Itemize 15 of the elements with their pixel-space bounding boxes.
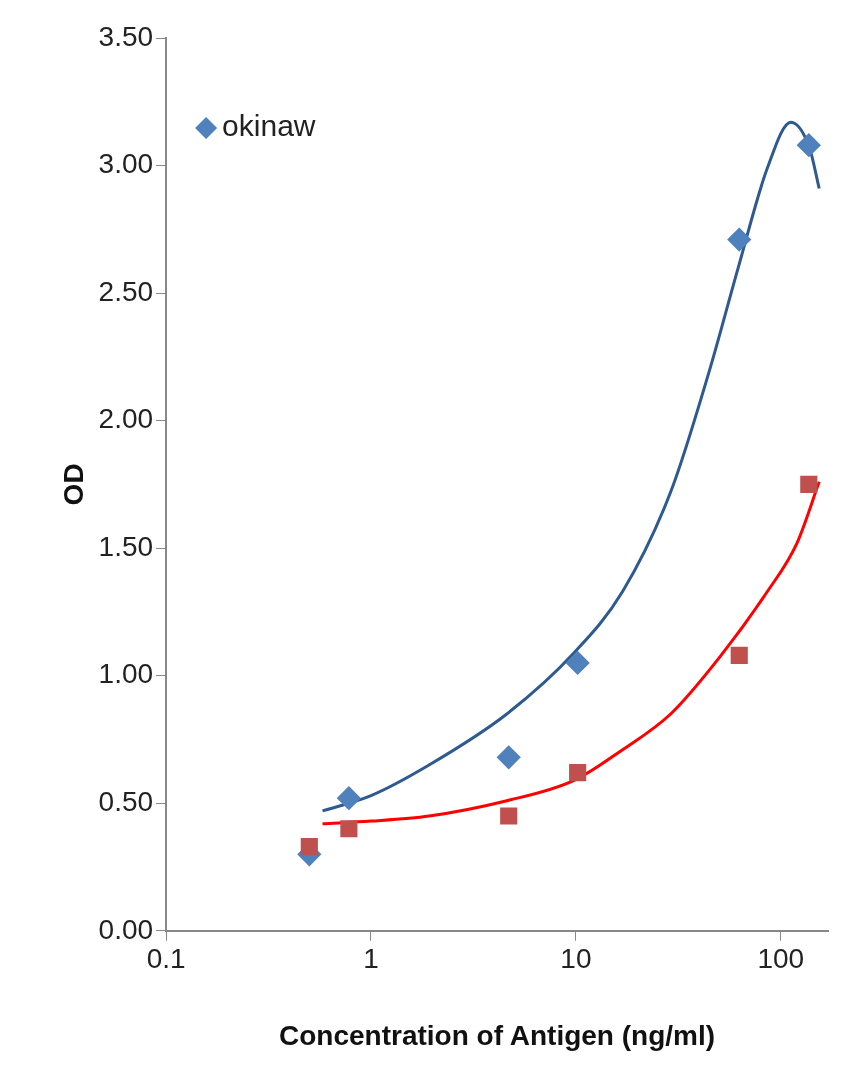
x-axis-title: Concentration of Antigen (ng/ml) — [279, 1019, 716, 1051]
x-tick-label: 10 — [560, 943, 592, 975]
y-tick-label: 2.50 — [98, 275, 154, 307]
x-tick-label: 100 — [757, 943, 805, 975]
y-axis-title: OD — [57, 463, 89, 506]
y-tick-label: 3.50 — [98, 20, 154, 52]
y-tick-label: 2.00 — [98, 403, 154, 435]
y-tick-label: 1.00 — [98, 658, 154, 690]
legend-label: okinaw — [222, 109, 316, 143]
x-tick-label: 0.1 — [146, 943, 186, 975]
y-tick-label: 0.50 — [98, 785, 154, 817]
y-tick-label: 1.50 — [98, 530, 154, 562]
x-tick-label: 1 — [363, 943, 379, 975]
y-tick-label: 3.00 — [98, 148, 154, 180]
y-tick-label: 0.00 — [98, 913, 154, 945]
